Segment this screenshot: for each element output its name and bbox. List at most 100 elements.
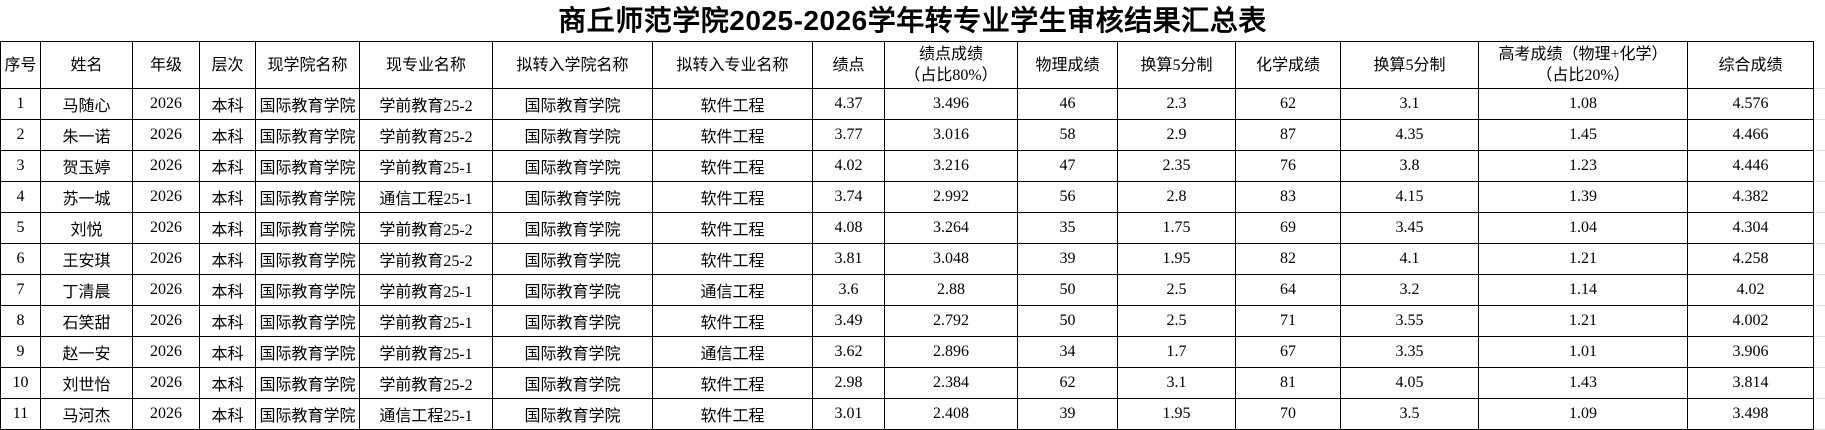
cell-target-college: 国际教育学院 — [493, 120, 653, 151]
cell-physics-5pt: 1.95 — [1118, 399, 1236, 430]
cell-gpa: 3.01 — [813, 399, 885, 430]
cell-target-college: 国际教育学院 — [493, 275, 653, 306]
column-header-grade: 年级 — [133, 42, 200, 89]
cell-chemistry-5pt: 3.55 — [1341, 306, 1479, 337]
column-header-current-major: 现专业名称 — [360, 42, 493, 89]
cell-current-college: 国际教育学院 — [256, 213, 360, 244]
cell-target-college: 国际教育学院 — [493, 151, 653, 182]
cell-gaokao-score: 1.09 — [1479, 399, 1688, 430]
cell-chemistry-score: 70 — [1236, 399, 1341, 430]
title-bar: 商丘师范学院2025-2026学年转专业学生审核结果汇总表 — [0, 0, 1825, 41]
cell-physics-5pt: 2.8 — [1118, 182, 1236, 213]
cell-target-college: 国际教育学院 — [493, 244, 653, 275]
cell-gpa-score: 2.896 — [885, 337, 1018, 368]
cell-grade: 2026 — [133, 368, 200, 399]
cell-current-major: 学前教育25-2 — [360, 89, 493, 120]
cell-gpa-score: 2.384 — [885, 368, 1018, 399]
cell-physics-5pt: 1.75 — [1118, 213, 1236, 244]
grid-edge-sliver — [1814, 120, 1825, 151]
grid-edge-sliver — [1814, 182, 1825, 213]
cell-target-major: 软件工程 — [653, 368, 813, 399]
cell-chemistry-score: 82 — [1236, 244, 1341, 275]
cell-target-major: 软件工程 — [653, 213, 813, 244]
cell-index: 11 — [1, 399, 41, 430]
cell-chemistry-score: 69 — [1236, 213, 1341, 244]
column-header-gpa-score: 绩点成绩 （占比80%） — [885, 42, 1018, 89]
cell-target-major: 软件工程 — [653, 399, 813, 430]
cell-physics-score: 62 — [1018, 368, 1118, 399]
grid-edge-sliver — [1814, 42, 1825, 89]
cell-current-college: 国际教育学院 — [256, 275, 360, 306]
cell-chemistry-5pt: 4.15 — [1341, 182, 1479, 213]
cell-gaokao-score: 1.08 — [1479, 89, 1688, 120]
cell-target-major: 软件工程 — [653, 182, 813, 213]
header-row: 序号姓名年级层次现学院名称现专业名称拟转入学院名称拟转入专业名称绩点绩点成绩 （… — [1, 42, 1825, 89]
cell-grade: 2026 — [133, 120, 200, 151]
cell-target-college: 国际教育学院 — [493, 368, 653, 399]
cell-current-college: 国际教育学院 — [256, 182, 360, 213]
cell-gaokao-score: 1.21 — [1479, 244, 1688, 275]
cell-current-college: 国际教育学院 — [256, 306, 360, 337]
column-header-physics-5pt: 换算5分制 — [1118, 42, 1236, 89]
cell-chemistry-score: 67 — [1236, 337, 1341, 368]
cell-index: 9 — [1, 337, 41, 368]
cell-name: 马随心 — [41, 89, 133, 120]
cell-target-college: 国际教育学院 — [493, 182, 653, 213]
results-table: 序号姓名年级层次现学院名称现专业名称拟转入学院名称拟转入专业名称绩点绩点成绩 （… — [0, 41, 1825, 430]
cell-grade: 2026 — [133, 337, 200, 368]
cell-target-college: 国际教育学院 — [493, 306, 653, 337]
cell-gpa-score: 3.016 — [885, 120, 1018, 151]
column-header-chemistry-5pt: 换算5分制 — [1341, 42, 1479, 89]
cell-chemistry-score: 81 — [1236, 368, 1341, 399]
cell-gaokao-score: 1.04 — [1479, 213, 1688, 244]
cell-chemistry-5pt: 3.5 — [1341, 399, 1479, 430]
cell-physics-score: 47 — [1018, 151, 1118, 182]
cell-level: 本科 — [200, 89, 256, 120]
cell-name: 丁清晨 — [41, 275, 133, 306]
cell-index: 10 — [1, 368, 41, 399]
cell-composite-score: 4.382 — [1688, 182, 1814, 213]
grid-edge-sliver — [1814, 306, 1825, 337]
cell-physics-score: 56 — [1018, 182, 1118, 213]
column-header-chemistry-score: 化学成绩 — [1236, 42, 1341, 89]
cell-physics-score: 50 — [1018, 306, 1118, 337]
cell-chemistry-5pt: 3.35 — [1341, 337, 1479, 368]
cell-chemistry-5pt: 4.1 — [1341, 244, 1479, 275]
cell-name: 贺玉婷 — [41, 151, 133, 182]
cell-index: 8 — [1, 306, 41, 337]
cell-physics-score: 35 — [1018, 213, 1118, 244]
cell-chemistry-5pt: 3.1 — [1341, 89, 1479, 120]
cell-gpa-score: 2.792 — [885, 306, 1018, 337]
cell-chemistry-score: 87 — [1236, 120, 1341, 151]
column-header-physics-score: 物理成绩 — [1018, 42, 1118, 89]
cell-gpa: 3.81 — [813, 244, 885, 275]
cell-current-college: 国际教育学院 — [256, 89, 360, 120]
grid-edge-sliver — [1814, 337, 1825, 368]
cell-grade: 2026 — [133, 182, 200, 213]
page-title: 商丘师范学院2025-2026学年转专业学生审核结果汇总表 — [558, 4, 1266, 38]
cell-current-college: 国际教育学院 — [256, 399, 360, 430]
column-header-target-college: 拟转入学院名称 — [493, 42, 653, 89]
cell-index: 2 — [1, 120, 41, 151]
column-header-gaokao-score: 高考成绩（物理+化学） （占比20%） — [1479, 42, 1688, 89]
cell-index: 4 — [1, 182, 41, 213]
cell-current-major: 学前教育25-2 — [360, 244, 493, 275]
cell-grade: 2026 — [133, 151, 200, 182]
cell-gpa-score: 2.88 — [885, 275, 1018, 306]
cell-name: 赵一安 — [41, 337, 133, 368]
cell-gaokao-score: 1.39 — [1479, 182, 1688, 213]
table-header: 序号姓名年级层次现学院名称现专业名称拟转入学院名称拟转入专业名称绩点绩点成绩 （… — [1, 42, 1825, 89]
cell-composite-score: 4.02 — [1688, 275, 1814, 306]
cell-gaokao-score: 1.43 — [1479, 368, 1688, 399]
cell-name: 刘世怡 — [41, 368, 133, 399]
column-header-gpa: 绩点 — [813, 42, 885, 89]
cell-index: 7 — [1, 275, 41, 306]
cell-grade: 2026 — [133, 244, 200, 275]
cell-level: 本科 — [200, 306, 256, 337]
cell-composite-score: 4.466 — [1688, 120, 1814, 151]
cell-name: 马河杰 — [41, 399, 133, 430]
cell-level: 本科 — [200, 151, 256, 182]
